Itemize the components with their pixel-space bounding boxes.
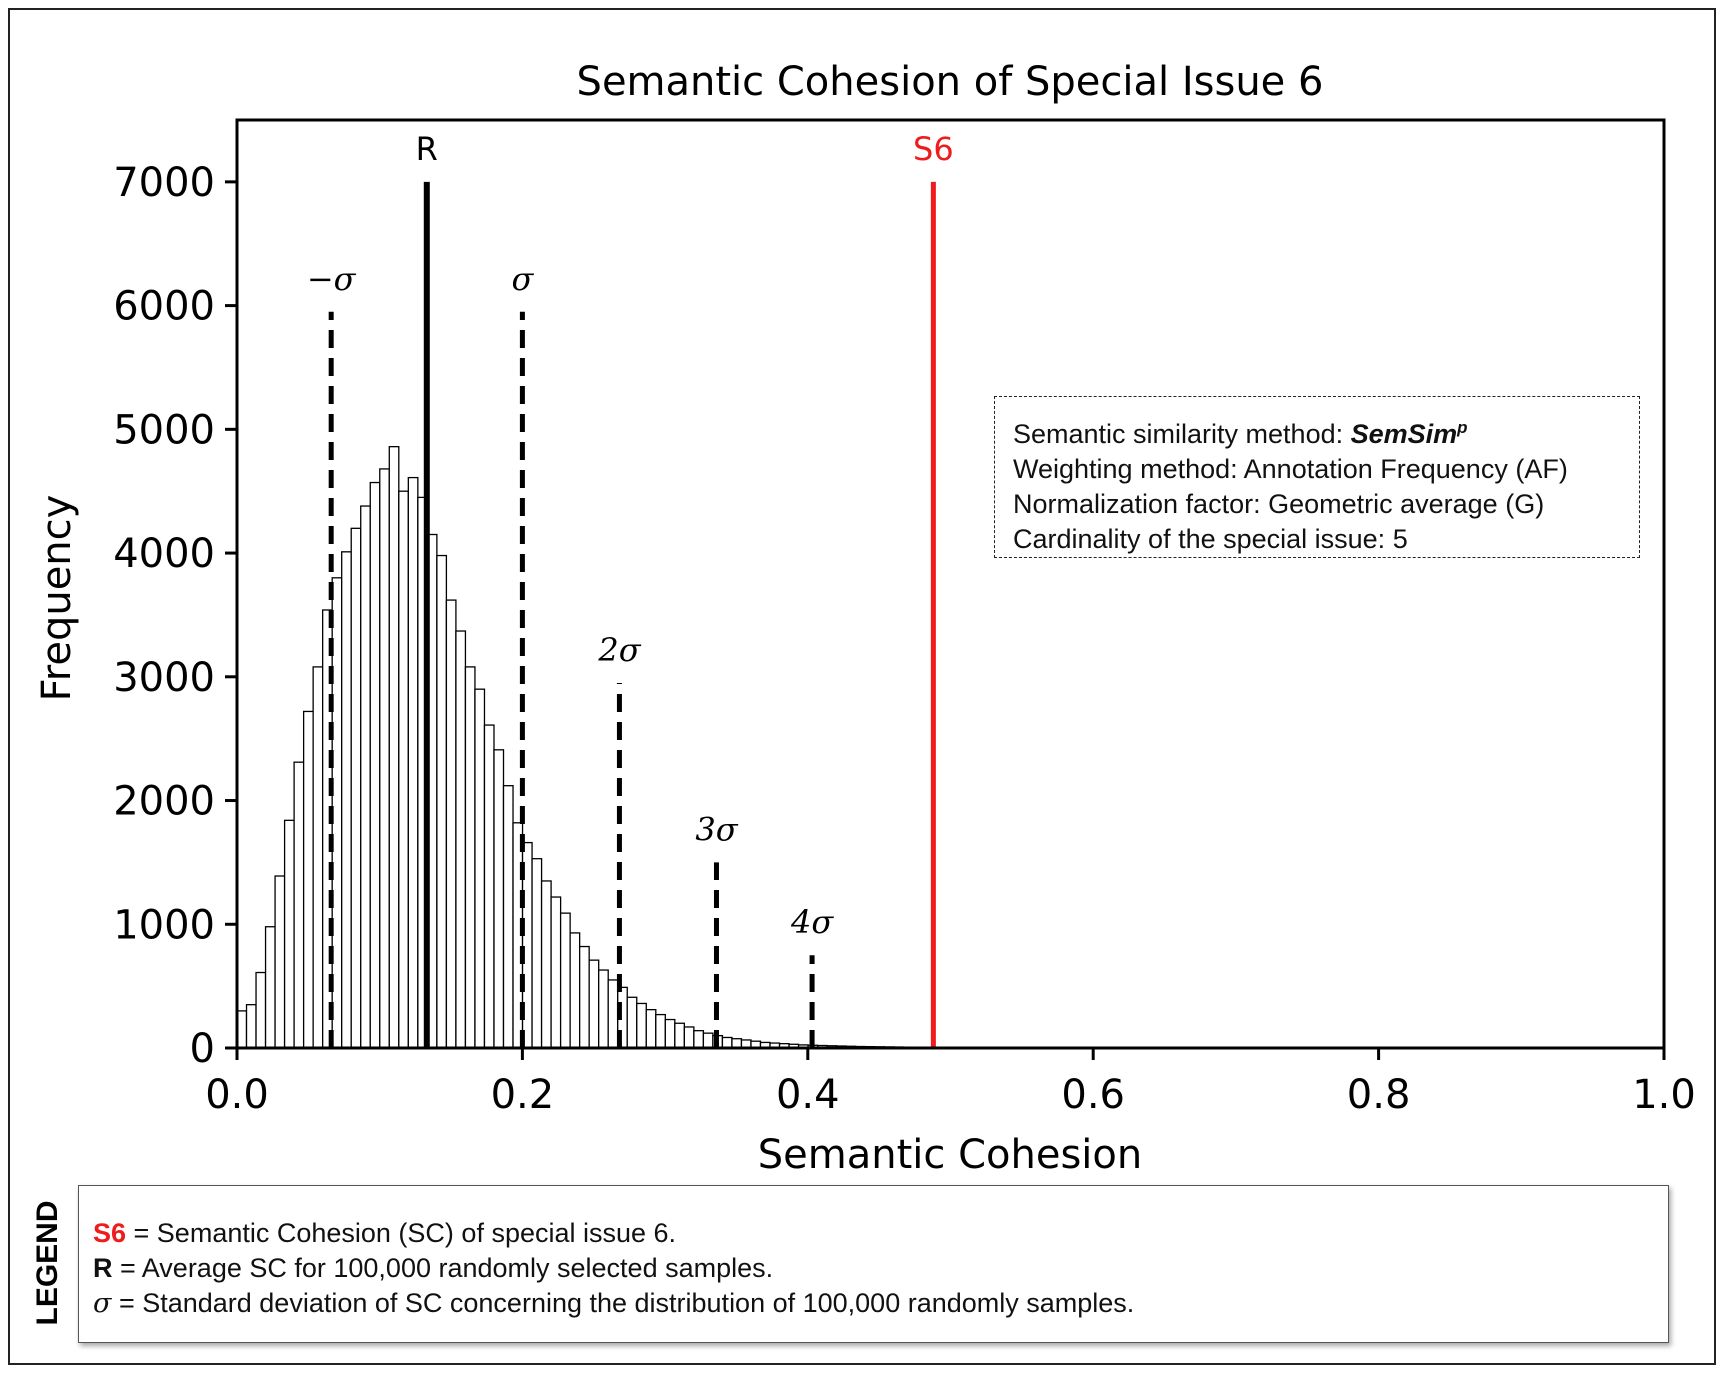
histogram-bar <box>302 710 314 1049</box>
histogram-bar <box>483 724 495 1049</box>
x-tick-label: 0.6 <box>1061 1072 1125 1118</box>
histogram-bar <box>379 468 390 1049</box>
y-axis-label: Frequency <box>34 495 80 702</box>
histogram-bar <box>493 749 505 1049</box>
x-tick-label: 0.8 <box>1347 1072 1411 1118</box>
histogram-bar <box>464 666 476 1049</box>
histogram-bar <box>674 1022 686 1049</box>
figure-frame <box>8 8 1716 1365</box>
histogram-bar <box>407 476 419 1049</box>
info-weighting: Weighting method: Annotation Frequency (… <box>1013 454 1568 484</box>
y-tick-label: 7000 <box>113 160 215 206</box>
histogram-bar <box>645 1008 657 1049</box>
legend-key-s6: S6 <box>93 1218 127 1248</box>
histogram-bar <box>579 945 590 1049</box>
legend-text-r: = Average SC for 100,000 randomly select… <box>112 1253 774 1283</box>
histogram-bar <box>664 1018 676 1049</box>
legend-key-r: R <box>93 1253 113 1283</box>
reference-label-2sigma: 2σ <box>597 631 641 669</box>
reference-label-r: R <box>416 130 438 168</box>
histogram-bar <box>607 979 619 1049</box>
reference-label-minus-sigma: −σ <box>307 260 357 298</box>
info-normalization: Normalization factor: Geometric average … <box>1013 489 1545 519</box>
histogram-bar <box>274 875 286 1049</box>
y-tick-label: 4000 <box>113 531 215 577</box>
legend-row-r: R = Average SC for 100,000 randomly sele… <box>93 1251 1668 1286</box>
histogram-bar <box>293 761 305 1049</box>
histogram-bar <box>398 490 409 1049</box>
histogram-bar <box>341 551 352 1049</box>
y-tick-label: 5000 <box>113 407 215 453</box>
x-tick-label: 0.2 <box>491 1072 555 1118</box>
reference-label-3sigma: 3σ <box>695 810 738 848</box>
info-method-superscript: p <box>1457 418 1468 437</box>
method-info-box: Semantic similarity method: SemSimp Weig… <box>994 396 1640 558</box>
histogram-bars <box>236 446 1047 1049</box>
histogram-bar <box>436 554 448 1049</box>
legend-text-sigma: = Standard deviation of SC concerning th… <box>111 1288 1135 1318</box>
histogram-bar <box>550 896 562 1049</box>
histogram-bar <box>655 1013 666 1049</box>
histogram-bar <box>702 1032 714 1049</box>
x-axis-label: Semantic Cohesion <box>758 1132 1142 1178</box>
legend-title-text: LEGEND <box>31 1200 64 1326</box>
histogram-bar <box>264 926 276 1049</box>
histogram-bar <box>540 880 552 1049</box>
reference-label-sigma: σ <box>511 260 534 298</box>
x-tick-label: 1.0 <box>1632 1072 1696 1118</box>
y-tick-label: 3000 <box>113 655 215 701</box>
histogram-bar <box>312 666 324 1049</box>
y-tick-label: 1000 <box>113 902 215 948</box>
histogram-bar <box>388 446 400 1049</box>
histogram-bar <box>588 959 600 1049</box>
reference-label-s6: S6 <box>913 130 954 168</box>
histogram-bar <box>455 630 467 1049</box>
info-method-name: SemSim <box>1350 419 1458 449</box>
axes: 0.0 0.2 0.4 0.6 0.8 1.0 0 1000 2000 3000 4000 5000 6… <box>113 118 1696 1118</box>
histogram-bar <box>569 932 581 1049</box>
histogram-bar <box>598 969 609 1049</box>
legend-key-sigma: σ <box>93 1288 112 1319</box>
histogram-bar <box>474 688 486 1049</box>
histogram-bar <box>369 481 381 1049</box>
legend-text-s6: = Semantic Cohesion (SC) of special issu… <box>126 1218 677 1248</box>
info-method: Semantic similarity method: SemSimp <box>1013 410 1639 452</box>
legend-row-s6: S6 = Semantic Cohesion (SC) of special i… <box>93 1216 1668 1251</box>
histogram-bar <box>626 996 638 1049</box>
histogram-bar <box>721 1036 733 1049</box>
reference-lines: R S6 −σ σ 2σ 3σ 4σ <box>307 130 954 1048</box>
histogram-bar <box>683 1026 695 1049</box>
histogram-bar <box>245 1004 257 1049</box>
histogram-bar <box>636 1002 647 1049</box>
histogram-bar <box>255 971 267 1049</box>
legend-title: LEGEND <box>18 1188 78 1338</box>
info-method-prefix: Semantic similarity method: <box>1013 419 1351 449</box>
reference-label-4sigma: 4σ <box>790 903 834 941</box>
histogram-bar <box>559 912 571 1049</box>
info-cardinality: Cardinality of the special issue: 5 <box>1013 524 1408 554</box>
histogram-bar <box>445 599 457 1049</box>
x-tick-label: 0.4 <box>776 1072 840 1118</box>
chart-title: Semantic Cohesion of Special Issue 6 <box>577 59 1324 105</box>
histogram-bar <box>350 527 362 1049</box>
histogram-bar <box>531 858 543 1049</box>
histogram-bar <box>360 505 371 1049</box>
histogram-bar <box>502 785 514 1049</box>
legend-box: S6 = Semantic Cohesion (SC) of special i… <box>78 1185 1669 1343</box>
histogram-bar <box>693 1030 705 1049</box>
plot-area-frame <box>235 118 1666 1050</box>
y-tick-label: 0 <box>190 1026 215 1072</box>
legend-row-sigma: σ = Standard deviation of SC concerning … <box>93 1286 1668 1321</box>
y-tick-label: 6000 <box>113 284 215 330</box>
x-tick-label: 0.0 <box>205 1072 269 1118</box>
y-tick-label: 2000 <box>113 779 215 825</box>
histogram-bar <box>283 819 295 1049</box>
